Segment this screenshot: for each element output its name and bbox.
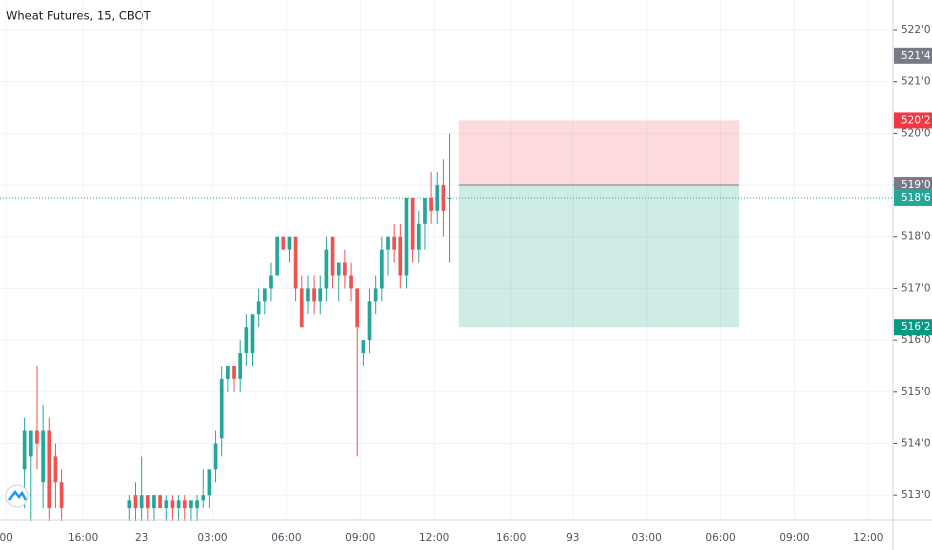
candle-body (35, 430, 39, 444)
x-tick-label: 12:00 (853, 532, 883, 544)
y-tick-label: 521'0 (901, 76, 931, 88)
candle-body (133, 495, 138, 509)
candle-body (392, 236, 396, 250)
candle-body (441, 185, 446, 211)
candle-body (152, 495, 156, 509)
y-tick-label: 520'0 (901, 127, 931, 139)
y-tick-label: 515'0 (901, 386, 931, 398)
candle-body (318, 288, 323, 302)
x-tick-label: 09:00 (345, 532, 375, 544)
y-tick-label: 513'0 (901, 489, 931, 501)
candle-body (343, 262, 347, 276)
x-tick-label: 93 (566, 532, 579, 544)
target-badge-label: 516'2 (901, 321, 931, 333)
candle-body (398, 236, 403, 276)
stop-zone (458, 120, 740, 186)
candle-body (158, 495, 162, 509)
candle-body (423, 197, 427, 224)
candle-body (312, 288, 316, 302)
x-tick-label: 00 (0, 532, 13, 544)
candle-body (269, 275, 273, 289)
x-tick-label: 03:00 (197, 532, 227, 544)
candle-body (232, 365, 236, 379)
candle-body (373, 288, 378, 302)
logo (5, 484, 29, 508)
x-tick-label: 16:00 (68, 532, 98, 544)
candle-body (139, 495, 144, 509)
stop-badge-label: 520'2 (901, 114, 931, 126)
candle-body (219, 378, 224, 439)
x-tick-label: 12:00 (419, 532, 449, 544)
y-tick-label: 516'0 (901, 334, 931, 346)
candle-body (145, 495, 150, 509)
candle-body (207, 469, 212, 496)
candle-body (182, 500, 187, 509)
marker-badge (894, 47, 932, 64)
candle-body (324, 249, 329, 289)
candle-body (435, 185, 440, 211)
chart-title: Wheat Futures, 15, CBOT (6, 9, 152, 23)
candle-body (262, 288, 267, 302)
candle-body (330, 236, 335, 276)
candle-body (379, 249, 384, 289)
candle-body (447, 197, 452, 199)
candle-body (361, 340, 366, 354)
candle-body (41, 430, 45, 483)
target-badge (894, 319, 932, 336)
candle-body (201, 495, 206, 501)
candle-body (336, 262, 341, 276)
candle-body (281, 236, 286, 250)
x-tick-label: 16:00 (496, 532, 526, 544)
y-tick-label: 514'0 (901, 437, 931, 449)
candle-body (22, 430, 27, 470)
candle-body (250, 314, 255, 354)
marker-badge-label: 521'4 (901, 50, 931, 62)
x-tick-label: 06:00 (271, 532, 301, 544)
target-zone (458, 185, 740, 328)
candle-body (53, 456, 58, 483)
candle-body (349, 275, 353, 289)
candle-body (429, 197, 433, 211)
candle-body (386, 236, 390, 250)
candle-body (293, 236, 298, 289)
candle-body (275, 236, 279, 276)
candle-body (176, 500, 181, 509)
candle-body (28, 430, 33, 457)
candle-body (226, 365, 230, 379)
last-price-badge (894, 189, 932, 206)
entry-badge-label: 519'0 (901, 179, 931, 191)
candle-body (170, 500, 175, 509)
candle-body (367, 301, 372, 341)
candle-body (244, 327, 249, 354)
candle-body (306, 288, 310, 302)
candle-body (195, 500, 199, 509)
candle-body (59, 482, 64, 509)
candle-body (410, 197, 415, 250)
candle-body (47, 430, 52, 509)
x-tick-label: 03:00 (632, 532, 662, 544)
last-price-badge-label: 518'6 (901, 192, 931, 204)
x-tick-label: 06:00 (705, 532, 735, 544)
stop-badge (894, 112, 932, 129)
candle-body (404, 197, 409, 276)
candle-body (213, 443, 218, 470)
candle-body (287, 236, 292, 250)
candle-body (355, 288, 360, 328)
candle-body (127, 500, 132, 509)
candle-body (256, 301, 261, 315)
x-tick-label: 09:00 (779, 532, 809, 544)
candle-body (238, 353, 243, 379)
candle-body (189, 500, 193, 509)
y-tick-label: 522'0 (901, 24, 931, 36)
candle-body (416, 223, 421, 250)
candle-body (299, 288, 304, 328)
candle-body (164, 500, 169, 509)
y-tick-label: 517'0 (901, 282, 931, 294)
y-tick-label: 518'0 (901, 231, 931, 243)
entry-badge (894, 177, 932, 194)
x-tick-label: 23 (135, 532, 148, 544)
